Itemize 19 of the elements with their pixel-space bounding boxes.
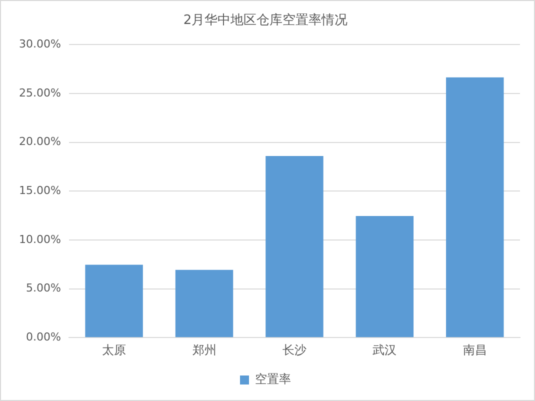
bar — [356, 216, 414, 338]
y-tick-label: 25.00% — [18, 86, 61, 100]
bar — [266, 156, 324, 338]
bar — [175, 270, 234, 338]
y-tick-label: 5.00% — [26, 282, 61, 295]
y-tick-label: 0.00% — [26, 330, 61, 344]
x-tick-label: 郑州 — [192, 342, 216, 357]
x-tick-label: 太原 — [102, 342, 126, 357]
x-tick-label: 武汉 — [372, 342, 397, 357]
y-tick-label: 30.00% — [18, 37, 61, 50]
chart-title: 2月华中地区仓库空置率情况 — [183, 12, 348, 28]
bar — [85, 264, 143, 338]
y-tick-label: 20.00% — [18, 135, 61, 148]
x-tick-label: 南昌 — [462, 342, 487, 357]
bar — [446, 77, 504, 338]
legend-label: 空置率 — [255, 372, 291, 386]
x-tick-label: 长沙 — [282, 342, 306, 357]
y-tick-label: 10.00% — [18, 232, 61, 246]
y-tick-label: 15.00% — [18, 184, 61, 197]
